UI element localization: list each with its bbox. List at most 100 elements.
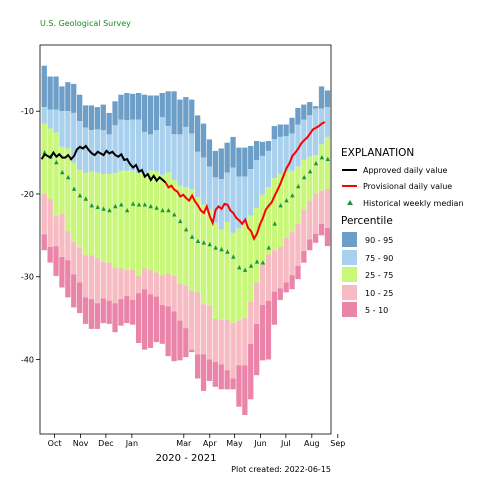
median-point [325,156,330,161]
percentile-bar-p5-10 [59,256,65,288]
percentile-bar-p90-95 [153,95,159,131]
percentile-bar-p75-90 [147,134,154,171]
percentile-bar-p25-75 [41,123,47,194]
percentile-bar-p10-25 [230,323,236,379]
percentile-bar-p25-75 [136,173,142,276]
percentile-bar-p5-10 [307,239,313,251]
percentile-bar-p75-90 [277,136,283,175]
percentile-bar-p90-95 [53,76,59,110]
agency-label: U.S. Geological Survey [40,19,131,28]
percentile-bar-p10-25 [159,275,165,305]
percentile-bar-p90-95 [295,107,301,125]
percentile-bar-p75-90 [265,150,272,188]
median-point [296,184,301,189]
percentile-bar-p5-10 [324,227,331,247]
median-point [172,212,177,217]
legend-p90-95-swatch [342,232,357,247]
y-axis: -10 -20 -30 -40 [21,107,40,365]
percentile-bar-p10-25 [82,255,89,298]
provisional-daily-line [164,121,326,241]
percentile-bar-p75-90 [295,124,301,167]
percentile-bar-p5-10 [82,297,89,324]
x-tick-label: Jul [280,439,291,448]
percentile-bar-p25-75 [212,222,218,319]
percentile-bar-p5-10 [277,288,283,300]
median-point [237,265,242,270]
percentile-bar-p25-75 [271,178,277,251]
legend-p10-25-swatch [342,285,357,300]
percentile-bar-p25-75 [248,215,254,302]
percentile-bar-p25-75 [112,173,118,268]
median-point [142,202,147,207]
x-tick-label: Jun [253,439,267,448]
median-point [60,170,65,175]
percentile-bar-p25-75 [165,172,171,274]
percentile-bar-p75-90 [189,133,195,190]
percentile-bar-p5-10 [171,311,177,362]
percentile-bar-p25-75 [100,174,106,262]
percentile-bar-p75-90 [248,169,254,216]
percentile-bar-p10-25 [100,261,106,299]
percentile-bar-p25-75 [159,174,165,275]
percentile-bar-p10-25 [183,285,189,328]
percentile-bar-p90-95 [224,142,230,173]
median-point [107,208,112,213]
percentile-bar-p5-10 [283,282,289,293]
percentile-bar-p25-75 [195,197,201,293]
percentile-bar-p90-95 [277,124,283,137]
legend-p25-75-swatch [342,267,357,282]
percentile-bar-p75-90 [82,127,89,173]
plot-area [39,44,332,435]
percentile-bar-p10-25 [189,290,195,350]
percentile-bar-p90-95 [47,76,53,110]
median-point [101,206,106,211]
percentile-bar-p25-75 [82,172,89,256]
percentile-bar-p5-10 [289,275,295,290]
percentile-bar-p90-95 [130,93,136,120]
percentile-bar-p90-95 [112,101,118,126]
percentile-bar-p75-90 [77,121,83,170]
median-point [313,160,319,166]
percentile-bar-p5-10 [218,364,224,390]
percentile-bar-p10-25 [59,213,65,257]
percentile-bar-p10-25 [206,305,213,360]
percentile-bar-p5-10 [236,365,242,407]
percentile-bar-p25-75 [307,156,313,201]
percentile-bar-p25-75 [47,128,53,199]
legend-p75-90-label: 75 - 90 [365,254,393,263]
percentile-bar-p10-25 [195,292,201,355]
percentile-bar-p25-75 [183,187,189,286]
percentile-bar-p25-75 [277,174,283,247]
percentile-bar-p25-75 [200,204,207,304]
percentile-bar-p5-10 [100,298,106,324]
percentile-bar-p5-10 [313,233,319,243]
percentile-bar-p10-25 [318,190,325,224]
percentile-bar-p25-75 [301,160,307,210]
percentile-bar-p10-25 [301,209,307,252]
percentile-bar-p75-90 [136,119,142,174]
percentile-bar-p90-95 [200,123,207,158]
median-point [248,263,254,268]
percentile-bar-p75-90 [313,108,319,155]
percentile-bar-p10-25 [53,216,59,247]
percentile-bar-p75-90 [195,151,201,198]
percentile-bar-p25-75 [230,232,236,324]
percentile-bar-p5-10 [65,260,71,298]
median-point [95,204,100,209]
median-point [213,245,218,250]
percentile-bar-p5-10 [41,234,47,251]
percentile-bar-p5-10 [230,378,236,390]
percentile-bar-p10-25 [283,237,289,283]
percentile-bar-p5-10 [112,303,118,333]
percentile-bar-p10-25 [153,272,159,297]
percentile-bar-p90-95 [206,139,213,167]
percentile-bar-p5-10 [94,303,100,329]
percentile-bar-p10-25 [124,270,130,296]
percentile-bar-p5-10 [242,365,248,415]
percentile-bar-p75-90 [153,130,159,172]
percentile-bar-p75-90 [307,115,313,157]
percentile-bar-p10-25 [242,318,248,366]
percentile-bar-p5-10 [195,354,201,379]
percentile-bar-p10-25 [88,255,95,300]
percentile-bar-p90-95 [147,95,154,135]
